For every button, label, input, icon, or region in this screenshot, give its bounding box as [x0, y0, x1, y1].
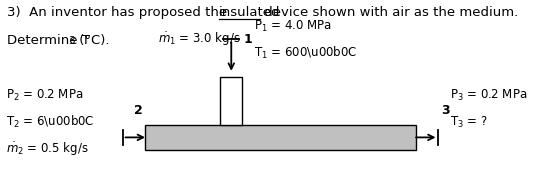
Text: T$_2$ = 6\u00b0C: T$_2$ = 6\u00b0C [7, 114, 95, 130]
Text: 1: 1 [244, 33, 252, 46]
Text: 3: 3 [441, 104, 450, 117]
Text: device shown with air as the medium.: device shown with air as the medium. [260, 6, 518, 19]
Text: 3: 3 [68, 36, 75, 46]
Text: $\dot{m}_1$ = 3.0 kg/s: $\dot{m}_1$ = 3.0 kg/s [158, 31, 241, 48]
Text: 3)  An inventor has proposed the: 3) An inventor has proposed the [7, 6, 232, 19]
Text: P$_1$ = 4.0 MPa: P$_1$ = 4.0 MPa [254, 19, 332, 34]
Text: P$_3$ = 0.2 MPa: P$_3$ = 0.2 MPa [450, 88, 528, 103]
Text: P$_2$ = 0.2 MPa: P$_2$ = 0.2 MPa [7, 88, 84, 103]
Text: $\dot{m}_2$ = 0.5 kg/s: $\dot{m}_2$ = 0.5 kg/s [7, 140, 89, 157]
Text: 2: 2 [134, 104, 143, 117]
Text: (°C).: (°C). [75, 34, 109, 47]
Text: insulated: insulated [219, 6, 280, 19]
Bar [145, 125, 416, 150]
Text: Determine T: Determine T [7, 34, 90, 47]
Bar [220, 77, 242, 125]
Text: T$_3$ = ?: T$_3$ = ? [450, 115, 488, 130]
Text: T$_1$ = 600\u00b0C: T$_1$ = 600\u00b0C [254, 45, 358, 61]
